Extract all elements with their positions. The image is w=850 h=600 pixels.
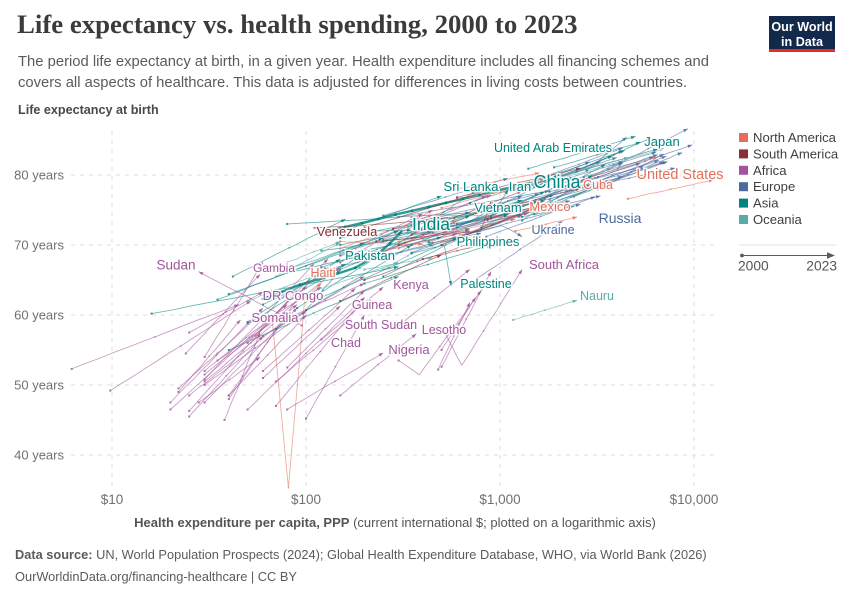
svg-text:Chad: Chad (331, 336, 361, 350)
svg-text:Health expenditure per capita,: Health expenditure per capita, PPP (curr… (134, 515, 656, 530)
svg-text:Europe: Europe (753, 179, 795, 194)
svg-text:Russia: Russia (599, 210, 642, 226)
svg-text:Cuba: Cuba (583, 178, 613, 192)
svg-text:DR Congo: DR Congo (263, 288, 324, 303)
svg-text:2023: 2023 (806, 259, 837, 274)
svg-text:Philippines: Philippines (457, 234, 520, 249)
svg-text:Palestine: Palestine (460, 277, 511, 291)
svg-text:$100: $100 (291, 492, 321, 507)
svg-text:$10,000: $10,000 (670, 492, 719, 507)
svg-text:China: China (533, 172, 581, 192)
svg-text:North America: North America (753, 130, 837, 145)
svg-text:Guinea: Guinea (352, 298, 392, 312)
svg-text:Kenya: Kenya (393, 278, 428, 292)
svg-text:Haiti: Haiti (310, 266, 335, 280)
svg-text:Nigeria: Nigeria (388, 342, 430, 357)
svg-text:$1,000: $1,000 (479, 492, 520, 507)
svg-text:United Arab Emirates: United Arab Emirates (494, 141, 612, 155)
svg-text:Oceania: Oceania (753, 212, 802, 227)
svg-text:Lesotho: Lesotho (422, 323, 467, 337)
svg-text:40 years: 40 years (14, 448, 64, 463)
svg-text:Sri Lanka: Sri Lanka (444, 179, 500, 194)
svg-text:50 years: 50 years (14, 378, 64, 393)
svg-text:2000: 2000 (738, 259, 769, 274)
svg-text:Pakistan: Pakistan (345, 248, 395, 263)
svg-text:80 years: 80 years (14, 168, 64, 183)
svg-text:Asia: Asia (753, 196, 779, 211)
svg-text:Iran: Iran (509, 179, 531, 194)
svg-text:South Africa: South Africa (529, 257, 600, 272)
svg-text:South Sudan: South Sudan (345, 318, 417, 332)
svg-text:70 years: 70 years (14, 238, 64, 253)
svg-text:Japan: Japan (644, 134, 679, 149)
svg-text:60 years: 60 years (14, 308, 64, 323)
svg-text:Gambia: Gambia (253, 261, 295, 275)
svg-text:Nauru: Nauru (580, 289, 614, 303)
svg-text:Venezuela: Venezuela (317, 224, 378, 239)
svg-text:Ukraine: Ukraine (531, 223, 574, 237)
svg-text:Sudan: Sudan (156, 258, 195, 273)
svg-text:South America: South America (753, 146, 839, 161)
svg-text:Africa: Africa (753, 163, 787, 178)
svg-text:United States: United States (636, 167, 723, 183)
svg-text:$10: $10 (101, 492, 124, 507)
svg-text:Mexico: Mexico (529, 199, 570, 214)
svg-text:Vietnam: Vietnam (474, 200, 521, 215)
svg-text:Somalia: Somalia (252, 310, 300, 325)
svg-text:India: India (412, 214, 450, 234)
